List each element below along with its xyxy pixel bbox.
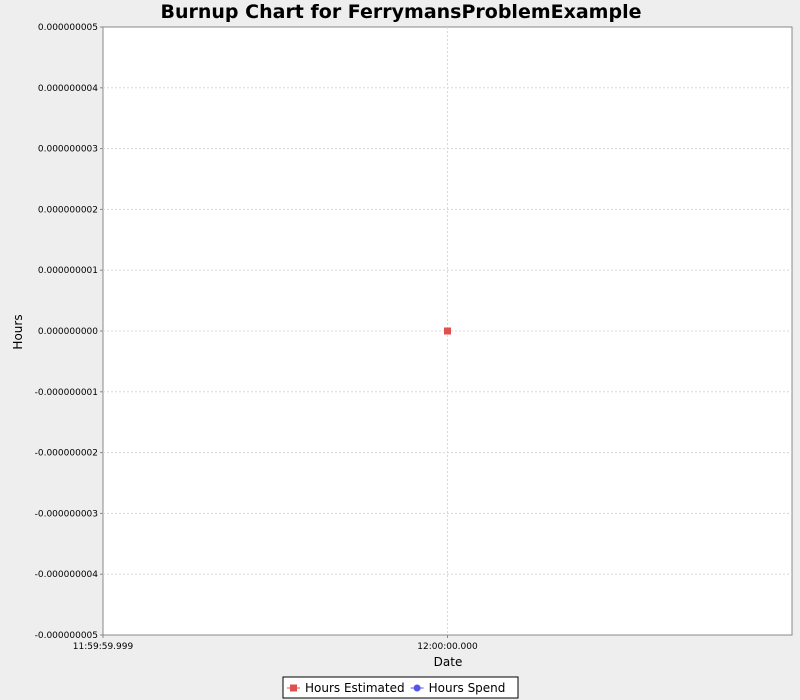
chart-title: Burnup Chart for FerrymansProblemExample bbox=[161, 1, 642, 23]
x-axis-ticks: 11:59:59.999 12:00:00.000 bbox=[73, 635, 478, 652]
y-tick-label: -0.000000001 bbox=[35, 388, 98, 398]
y-tick-label: -0.000000002 bbox=[35, 449, 98, 459]
y-tick-label: 0.000000005 bbox=[38, 23, 98, 33]
legend-label: Hours Spend bbox=[429, 681, 506, 695]
y-axis-ticks: 0.000000005 0.000000004 0.000000003 0.00000… bbox=[35, 23, 103, 641]
y-tick-label: -0.000000004 bbox=[35, 570, 99, 580]
y-tick-label: 0.000000004 bbox=[38, 84, 98, 94]
legend: Hours Estimated Hours Spend bbox=[282, 676, 519, 699]
y-tick-label: 0.000000001 bbox=[38, 266, 98, 276]
y-tick-label: 0.000000003 bbox=[38, 145, 98, 155]
x-tick-label: 11:59:59.999 bbox=[73, 642, 134, 652]
y-axis-label: Hours bbox=[11, 314, 25, 349]
y-tick-label: 0.000000002 bbox=[38, 205, 98, 215]
series-marks bbox=[444, 327, 451, 335]
x-axis-label: Date bbox=[434, 655, 463, 669]
y-tick-label: 0.000000000 bbox=[38, 327, 98, 337]
x-tick-label: 12:00:00.000 bbox=[417, 642, 478, 652]
legend-box bbox=[282, 676, 519, 699]
legend-label: Hours Estimated bbox=[305, 681, 405, 695]
legend-marker-circle bbox=[413, 684, 421, 692]
y-tick-label: -0.000000005 bbox=[35, 631, 98, 641]
y-tick-label: -0.000000003 bbox=[35, 509, 98, 519]
data-point-0 bbox=[444, 327, 451, 335]
legend-marker-square bbox=[290, 684, 297, 692]
